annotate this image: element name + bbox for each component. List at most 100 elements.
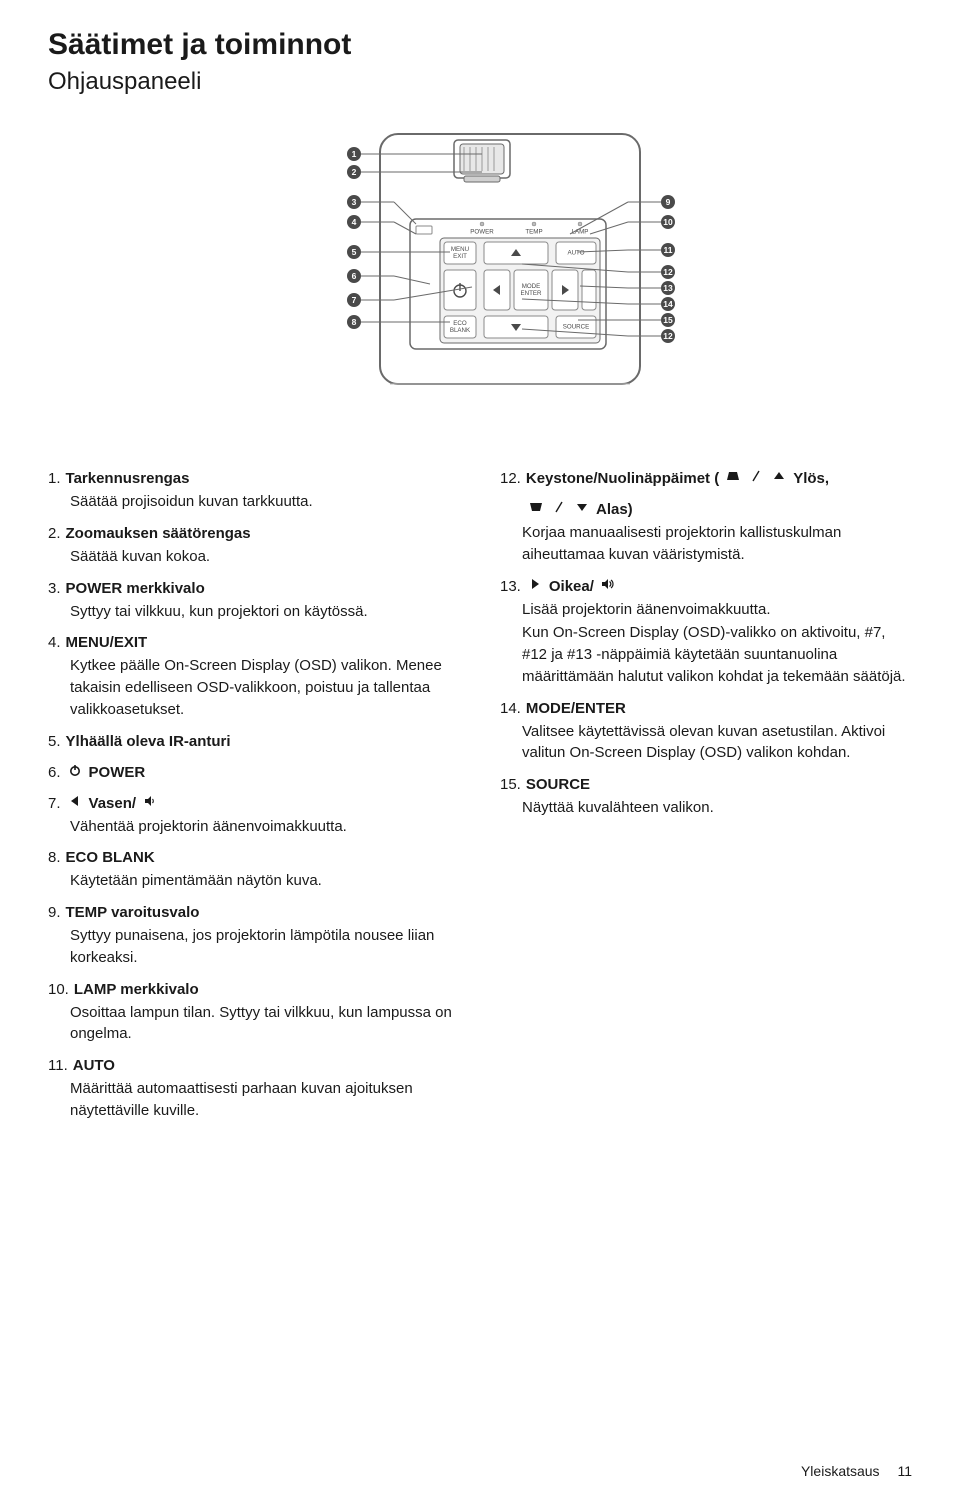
item-body: Valitsee käytettävissä olevan kuvan aset… (522, 721, 912, 765)
item-label: Zoomauksen säätörengas (66, 523, 251, 544)
svg-text:7: 7 (352, 295, 357, 305)
item-body: Syttyy punaisena, jos projektorin lämpöt… (70, 925, 460, 969)
item-label: Oikea/ (549, 576, 594, 597)
page-title: Säätimet ja toiminnot (48, 28, 912, 62)
item-label: Tarkennusrengas (66, 468, 190, 489)
svg-text:4: 4 (352, 217, 357, 227)
svg-text:1: 1 (352, 149, 357, 159)
item-body: Säätää kuvan kokoa. (70, 546, 460, 568)
item-heading: 5.Ylhäällä oleva IR-anturi (48, 731, 460, 752)
keystone-bottom-icon (726, 469, 740, 483)
tri-down-icon (575, 500, 589, 514)
item-label: MODE/ENTER (526, 698, 626, 719)
power-icon (68, 763, 82, 777)
svg-text:8: 8 (352, 317, 357, 327)
item-number: 1. (48, 468, 61, 489)
svg-text:9: 9 (666, 197, 671, 207)
item-label: LAMP merkkivalo (74, 979, 199, 1000)
item-number: 2. (48, 523, 61, 544)
item-heading: 1.Tarkennusrengas (48, 468, 460, 489)
svg-text:TEMP: TEMP (525, 229, 542, 236)
svg-text:12: 12 (663, 267, 673, 277)
item-heading: 6.POWER (48, 762, 460, 783)
item-number: 9. (48, 902, 61, 923)
item-body: Säätää projisoidun kuvan tarkkuutta. (70, 491, 460, 513)
item-heading: 3.POWER merkkivalo (48, 578, 460, 599)
item-number: 15. (500, 774, 521, 795)
item-body: Määrittää automaattisesti parhaan kuvan … (70, 1078, 460, 1122)
content-columns: 1.TarkennusrengasSäätää projisoidun kuva… (48, 468, 912, 1132)
item-body: Osoittaa lampun tilan. Syttyy tai vilkku… (70, 1002, 460, 1046)
slash-icon (552, 500, 566, 514)
list-item: 6.POWER (48, 762, 460, 783)
svg-text:POWER: POWER (470, 229, 494, 236)
slash-icon (749, 469, 763, 483)
item-heading: 8.ECO BLANK (48, 847, 460, 868)
item-heading: 13. Oikea/ (500, 576, 912, 597)
list-item: 13.Oikea/Lisää projektorin äänenvoimakku… (500, 576, 912, 688)
item-body: Vähentää projektorin äänenvoimakkuutta. (70, 816, 460, 838)
item-body: Käytetään pimentämään näytön kuva. (70, 870, 460, 892)
vol-up-icon (601, 577, 615, 591)
svg-text:MODE: MODE (522, 283, 541, 290)
svg-text:MENU: MENU (451, 246, 469, 253)
item-label: Vasen/ (89, 793, 137, 814)
item-number: 5. (48, 731, 61, 752)
item-label: ECO BLANK (66, 847, 155, 868)
item-label: Keystone/Nuolinäppäimet ( (526, 468, 719, 489)
list-item: 5.Ylhäällä oleva IR-anturi (48, 731, 460, 752)
svg-text:3: 3 (352, 197, 357, 207)
list-item: 1.TarkennusrengasSäätää projisoidun kuva… (48, 468, 460, 513)
svg-text:ECO: ECO (453, 320, 467, 327)
item-heading: 11.AUTO (48, 1055, 460, 1076)
item-label: TEMP varoitusvalo (66, 902, 200, 923)
item-label: MENU/EXIT (66, 632, 148, 653)
page-footer: Yleiskatsaus 11 (801, 1463, 912, 1479)
list-item: 7.Vasen/Vähentää projektorin äänenvoimak… (48, 793, 460, 838)
keystone-top-icon (529, 500, 543, 514)
item-number: 4. (48, 632, 61, 653)
item-number: 12. (500, 468, 521, 489)
list-item: 14.MODE/ENTERValitsee käytettävissä olev… (500, 698, 912, 765)
item-heading: 12.Keystone/Nuolinäppäimet (Ylös,Alas) (500, 468, 912, 520)
item-label: Ylhäällä oleva IR-anturi (66, 731, 231, 752)
page-subtitle: Ohjauspaneeli (48, 68, 912, 96)
item-body: Kun On-Screen Display (OSD)-valikko on a… (522, 622, 912, 687)
item-number: 14. (500, 698, 521, 719)
svg-text:14: 14 (663, 299, 673, 309)
item-heading: 10.LAMP merkkivalo (48, 979, 460, 1000)
svg-text:13: 13 (663, 283, 673, 293)
item-heading: 9.TEMP varoitusvalo (48, 902, 460, 923)
list-item: 9.TEMP varoitusvaloSyttyy punaisena, jos… (48, 902, 460, 969)
svg-text:15: 15 (663, 315, 673, 325)
item-heading: 7.Vasen/ (48, 793, 460, 814)
item-body: Näyttää kuvalähteen valikon. (522, 797, 912, 819)
item-heading: 4.MENU/EXIT (48, 632, 460, 653)
item-label-tail: Ylös, (793, 468, 829, 489)
list-item: 15.SOURCENäyttää kuvalähteen valikon. (500, 774, 912, 819)
list-item: 3.POWER merkkivaloSyttyy tai vilkkuu, ku… (48, 578, 460, 623)
list-item: 4.MENU/EXITKytkee päälle On-Screen Displ… (48, 632, 460, 720)
svg-text:EXIT: EXIT (453, 253, 467, 260)
item-label: SOURCE (526, 774, 590, 795)
svg-text:AUTO: AUTO (567, 250, 584, 257)
item-label: POWER merkkivalo (66, 578, 205, 599)
item-number: 3. (48, 578, 61, 599)
column-right: 12.Keystone/Nuolinäppäimet (Ylös,Alas)Ko… (500, 468, 912, 1132)
item-number: 13. (500, 576, 521, 597)
list-item: 2.Zoomauksen säätörengasSäätää kuvan kok… (48, 523, 460, 568)
svg-text:SOURCE: SOURCE (563, 324, 589, 331)
list-item: 11.AUTOMäärittää automaattisesti parhaan… (48, 1055, 460, 1122)
item-body: Syttyy tai vilkkuu, kun projektori on kä… (70, 601, 460, 623)
column-left: 1.TarkennusrengasSäätää projisoidun kuva… (48, 468, 460, 1132)
item-body: Kytkee päälle On-Screen Display (OSD) va… (70, 655, 460, 720)
svg-text:5: 5 (352, 247, 357, 257)
item-number: 6. (48, 762, 61, 783)
item-label: AUTO (73, 1055, 115, 1076)
svg-text:12: 12 (663, 331, 673, 341)
item-number: 11. (48, 1055, 68, 1076)
diagram-container: POWERTEMPLAMPMENUEXITAUTOMODEENTERECOBLA… (48, 114, 912, 434)
svg-text:BLANK: BLANK (450, 327, 471, 334)
svg-text:6: 6 (352, 271, 357, 281)
list-item: 12.Keystone/Nuolinäppäimet (Ylös,Alas)Ko… (500, 468, 912, 566)
